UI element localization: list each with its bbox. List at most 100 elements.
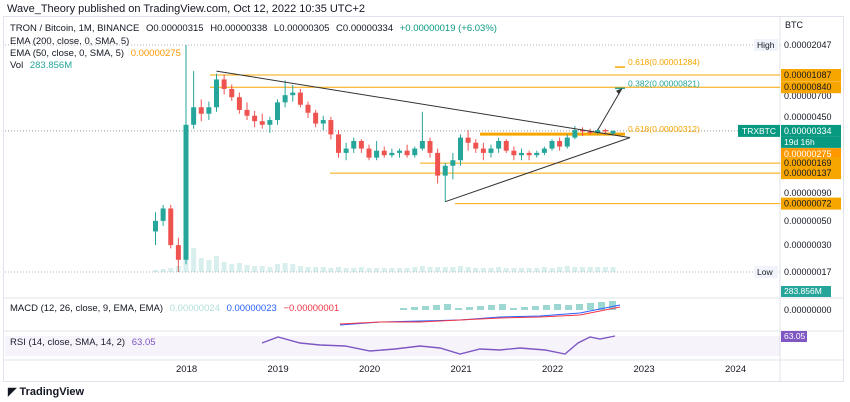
countdown-box bbox=[781, 136, 841, 148]
tradingview-logo-icon: ◤ bbox=[8, 386, 17, 398]
candle-up bbox=[183, 124, 189, 260]
volume-bar bbox=[282, 263, 288, 272]
fib-level-label: 0.618(0.00000312) bbox=[628, 124, 700, 134]
price-label-text: 0.00000017 bbox=[784, 267, 832, 277]
volume-bar bbox=[313, 267, 319, 272]
x-tick-label: 2018 bbox=[176, 364, 197, 375]
volume-bar bbox=[374, 268, 380, 272]
price-label-box bbox=[781, 81, 841, 94]
volume-bar bbox=[290, 264, 296, 272]
macd-histogram-bar bbox=[587, 303, 594, 310]
candle-up bbox=[549, 140, 555, 149]
ohlc-close: C0.00000334 bbox=[336, 23, 394, 34]
rsi-legend[interactable]: RSI (14, close, SMA, 14, 2) 63.05 bbox=[10, 337, 160, 348]
volume-bar bbox=[564, 266, 570, 272]
candle-up bbox=[572, 130, 578, 138]
volume-bar bbox=[275, 264, 280, 272]
fib-level-label: 0.618(0.00001284) bbox=[628, 57, 700, 67]
volume-badge-text: 283.856M bbox=[784, 286, 822, 296]
candle-down bbox=[503, 140, 509, 151]
macd-line-value: 0.00000023 bbox=[226, 303, 277, 314]
macd-legend[interactable]: MACD (12, 26, close, 9, EMA, EMA) 0.0000… bbox=[10, 303, 343, 314]
currency-label: BTC bbox=[785, 20, 803, 30]
candle-up bbox=[191, 107, 197, 125]
volume-bar bbox=[442, 267, 448, 272]
ema50-value: 0.00000275 bbox=[130, 48, 181, 59]
volume-bar bbox=[519, 268, 524, 272]
rsi-label: RSI (14, close, SMA, 14, 2) bbox=[10, 337, 125, 348]
macd-histogram-bar bbox=[543, 305, 550, 310]
macd-histogram-bar bbox=[576, 304, 583, 310]
macd-histogram-bar bbox=[488, 305, 495, 310]
rsi-band bbox=[5, 336, 780, 356]
hl-tag-text: Low bbox=[757, 267, 773, 277]
volume-bar bbox=[206, 260, 212, 272]
ohlc-change: +0.00000019 (+6.03%) bbox=[399, 23, 497, 34]
symbol-legend[interactable]: TRON / Bitcoin, 1M, BINANCE O0.00000315 … bbox=[10, 23, 501, 34]
volume-bar bbox=[412, 267, 418, 272]
volume-bar bbox=[366, 268, 372, 272]
candle-down bbox=[328, 120, 334, 135]
volume-bar bbox=[168, 268, 174, 272]
tradingview-logo[interactable]: ◤ TradingView bbox=[8, 385, 84, 398]
volume-bar bbox=[450, 267, 456, 272]
volume-legend[interactable]: Vol 283.856M bbox=[10, 60, 76, 71]
candle-down bbox=[259, 121, 265, 125]
candle-down bbox=[381, 150, 387, 156]
volume-bar bbox=[351, 268, 357, 272]
candle-up bbox=[496, 140, 502, 149]
candle-up bbox=[534, 152, 540, 156]
price-label-text: 0.00001087 bbox=[784, 70, 832, 80]
ohlc-open: O0.00000315 bbox=[145, 23, 204, 34]
candle-down bbox=[297, 92, 303, 105]
rsi-badge bbox=[781, 331, 807, 342]
volume-bar bbox=[328, 268, 334, 272]
volume-bar bbox=[480, 268, 486, 272]
price-tick-label: 0.00000450 bbox=[784, 112, 832, 122]
volume-bar bbox=[153, 270, 158, 272]
price-label-text: 0.00000840 bbox=[784, 82, 832, 92]
x-tick-label: 2023 bbox=[634, 364, 655, 375]
candle-down bbox=[168, 208, 174, 246]
volume-bar bbox=[214, 256, 219, 272]
hl-tag-box bbox=[754, 266, 778, 278]
candle-up bbox=[320, 120, 326, 124]
volume-bar bbox=[229, 264, 235, 272]
candle-up bbox=[450, 160, 456, 166]
candle-up bbox=[595, 130, 601, 133]
volume-bar bbox=[526, 268, 532, 272]
macd-histogram-bar bbox=[510, 308, 517, 310]
price-label-box bbox=[781, 157, 841, 170]
macd-signal-line bbox=[339, 306, 621, 325]
x-tick-label: 2021 bbox=[451, 364, 472, 375]
macd-histogram-bar bbox=[466, 307, 473, 310]
rsi-line bbox=[261, 335, 616, 355]
fib-level-label: 0.382(0.00000821) bbox=[628, 78, 700, 88]
volume-bar bbox=[358, 267, 364, 272]
volume-bar bbox=[549, 268, 555, 272]
ema200-label: EMA (200, close, 0, SMA, 5) bbox=[10, 36, 130, 47]
price-label-text: 0.00000072 bbox=[784, 199, 832, 209]
volume-bar bbox=[541, 267, 547, 272]
candle-up bbox=[564, 137, 570, 147]
macd-signal-value: −0.00000001 bbox=[283, 303, 340, 314]
x-tick-label: 2019 bbox=[268, 364, 289, 375]
ema50-legend[interactable]: EMA (50, close, 0, SMA, 5) 0.00000275 bbox=[10, 48, 185, 59]
candle-down bbox=[175, 245, 181, 260]
trendline-upper bbox=[216, 70, 631, 139]
candle-up bbox=[160, 208, 166, 221]
macd-histogram-bar bbox=[477, 306, 484, 310]
candle-up bbox=[374, 150, 380, 158]
published-caption: Wave_Theory published on TradingView.com… bbox=[7, 3, 366, 15]
volume-bar bbox=[503, 268, 509, 272]
candle-up bbox=[206, 107, 212, 114]
ema200-legend[interactable]: EMA (200, close, 0, SMA, 5) bbox=[10, 36, 133, 47]
macd-histogram-bar bbox=[400, 308, 407, 310]
symbol-name: TRON / Bitcoin, 1M, BINANCE bbox=[10, 23, 140, 34]
volume-badge bbox=[781, 286, 831, 297]
macd-histogram-bar bbox=[455, 308, 462, 310]
price-label-text: 0.00000275 bbox=[784, 149, 832, 159]
candle-down bbox=[526, 152, 532, 156]
macd-zero-label: 0.00000000 bbox=[784, 305, 832, 315]
